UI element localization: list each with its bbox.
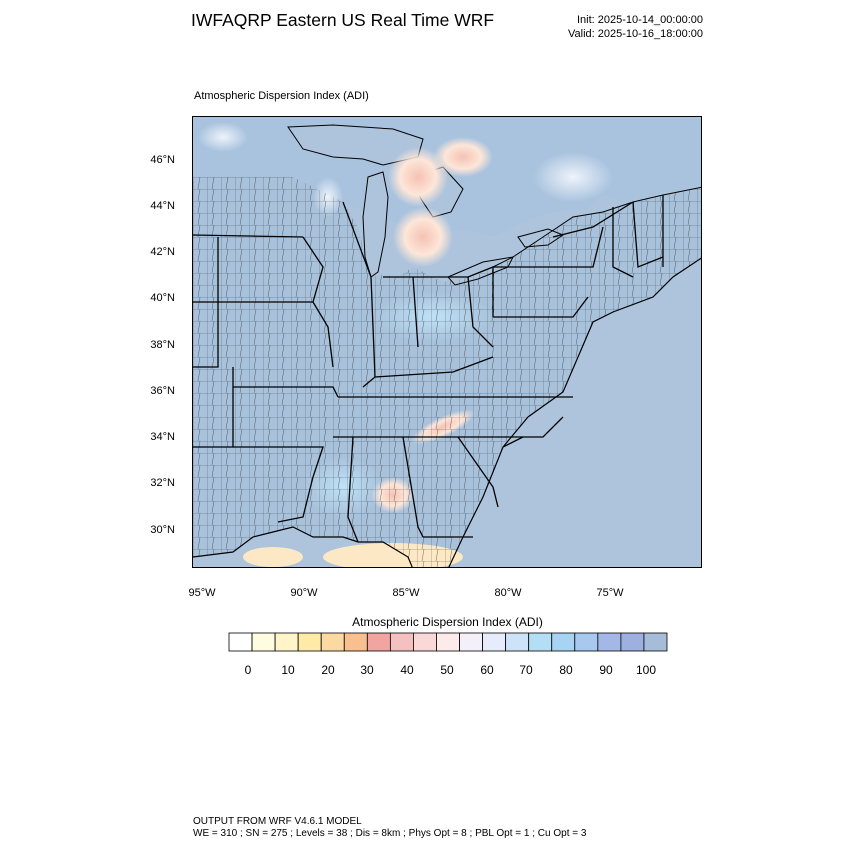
- lat-label-46: 46°N: [150, 154, 175, 166]
- colorbar-swatch-11: [482, 632, 507, 652]
- colorbar-swatch-8: [413, 632, 437, 652]
- colorbar-swatch-17: [620, 632, 645, 652]
- footer: OUTPUT FROM WRF V4.6.1 MODEL WE = 310 ; …: [193, 816, 586, 840]
- colorbar-label-70: 70: [519, 663, 533, 677]
- lon-label-75: 75°W: [596, 587, 624, 599]
- colorbar-swatch-1: [251, 632, 276, 652]
- lat-label-30: 30°N: [150, 524, 175, 536]
- colorbar-label-60: 60: [480, 663, 494, 677]
- lat-label-40: 40°N: [150, 292, 175, 304]
- colorbar-label-30: 30: [360, 663, 374, 677]
- init-time: Init: 2025-10-14_00:00:00: [577, 14, 703, 26]
- lon-label-80: 80°W: [494, 587, 522, 599]
- lat-label-34: 34°N: [150, 431, 175, 443]
- colorbar-swatch-18: [643, 632, 668, 652]
- lat-label-32: 32°N: [150, 477, 175, 489]
- state-boundaries: [193, 195, 664, 543]
- colorbar-label-80: 80: [559, 663, 573, 677]
- lat-label-38: 38°N: [150, 339, 175, 351]
- colorbar-label-20: 20: [321, 663, 335, 677]
- colorbar-swatch-16: [597, 632, 622, 652]
- colorbar-swatch-14: [551, 632, 576, 652]
- colorbar: [228, 632, 668, 652]
- footer-config-line: WE = 310 ; SN = 275 ; Levels = 38 ; Dis …: [193, 828, 587, 839]
- lon-label-90: 90°W: [290, 587, 318, 599]
- map-svg: [193, 117, 701, 567]
- coastline: [448, 257, 701, 567]
- colorbar-swatch-0: [228, 632, 253, 652]
- lat-label-36: 36°N: [150, 385, 175, 397]
- colorbar-swatch-9: [436, 632, 460, 652]
- colorbar-label-90: 90: [599, 663, 613, 677]
- lat-label-42: 42°N: [150, 246, 175, 258]
- footer-model-line: OUTPUT FROM WRF V4.6.1 MODEL: [193, 816, 362, 827]
- colorbar-swatch-7: [389, 632, 414, 652]
- colorbar-label-0: 0: [244, 663, 252, 677]
- colorbar-label-40: 40: [400, 663, 414, 677]
- plot-title: IWFAQRP Eastern US Real Time WRF: [191, 10, 495, 30]
- colorbar-swatch-4: [320, 632, 345, 652]
- map-title: Atmospheric Dispersion Index (ADI): [194, 90, 369, 102]
- map-panel: [192, 116, 702, 568]
- colorbar-title: Atmospheric Dispersion Index (ADI): [352, 615, 543, 629]
- colorbar-swatch-10: [459, 632, 483, 652]
- colorbar-label-50: 50: [440, 663, 454, 677]
- colorbar-swatch-12: [505, 632, 530, 652]
- lat-label-44: 44°N: [150, 200, 175, 212]
- colorbar-swatch-13: [528, 632, 553, 652]
- colorbar-swatch-3: [297, 632, 322, 652]
- lon-label-95: 95°W: [188, 587, 216, 599]
- valid-time: Valid: 2025-10-16_18:00:00: [568, 28, 703, 40]
- colorbar-label-100: 100: [635, 663, 657, 677]
- colorbar-label-10: 10: [281, 663, 295, 677]
- colorbar-swatch-2: [274, 632, 299, 652]
- lon-label-85: 85°W: [392, 587, 420, 599]
- colorbar-swatch-6: [366, 632, 391, 652]
- run-times: Init: 2025-10-14_00:00:00 Valid: 2025-10…: [568, 13, 703, 41]
- colorbar-swatch-5: [343, 632, 368, 652]
- colorbar-swatch-15: [574, 632, 599, 652]
